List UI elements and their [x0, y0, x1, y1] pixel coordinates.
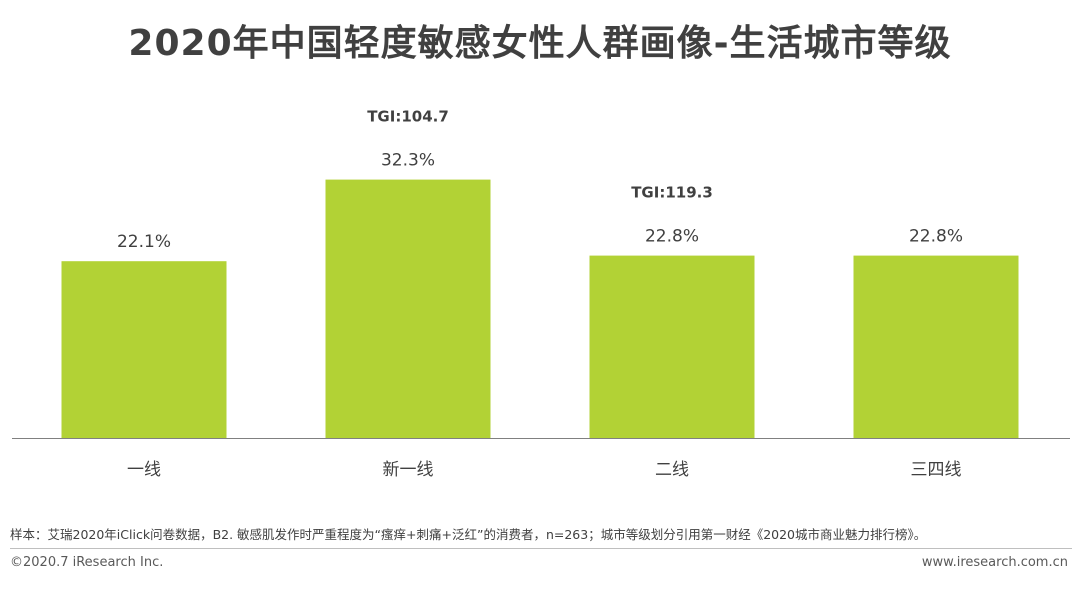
tgi-label-2: TGI:104.7 [367, 108, 449, 126]
copyright-text: ©2020.7 iResearch Inc. [10, 555, 164, 570]
bar-4 [853, 255, 1019, 438]
website-link[interactable]: www.iresearch.com.cn [921, 555, 1068, 570]
bar-chart: 22.1% 一线 32.3% TGI:104.7 新一线 22.8% TGI:119.3 二线… [12, 108, 1070, 480]
page-title: 2020年中国轻度敏感女性人群画像-生活城市等级 [128, 23, 952, 64]
category-label-2: 新一线 [383, 460, 434, 480]
value-label-4: 22.8% [909, 227, 963, 247]
footnote: 样本：艾瑞2020年iClick问卷数据，B2. 敏感肌发作时严重程度为“瘙痒+… [10, 527, 927, 542]
tgi-label-3: TGI:119.3 [631, 184, 713, 202]
value-label-2: 32.3% [381, 151, 435, 171]
bar-1 [61, 261, 227, 438]
bars-group [61, 179, 1019, 438]
value-label-3: 22.8% [645, 227, 699, 247]
bar-2 [325, 179, 491, 438]
category-label-1: 一线 [127, 460, 161, 480]
bar-3 [589, 255, 755, 438]
labels-group: 22.1% 一线 32.3% TGI:104.7 新一线 22.8% TGI:119.3 二线… [117, 108, 963, 480]
footer-divider [10, 548, 1072, 549]
category-label-3: 二线 [655, 460, 689, 480]
category-label-4: 三四线 [911, 460, 962, 480]
value-label-1: 22.1% [117, 232, 171, 252]
